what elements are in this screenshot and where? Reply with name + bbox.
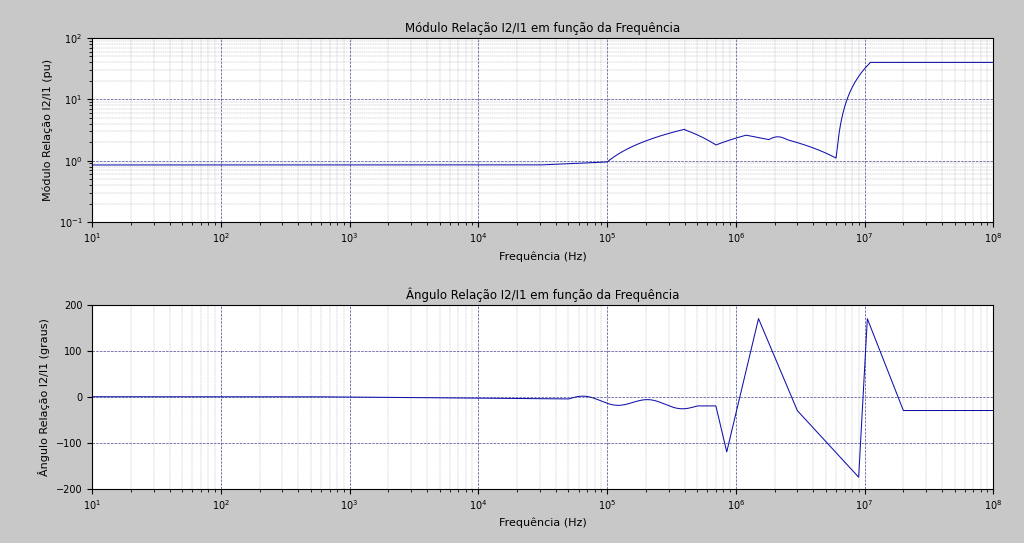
X-axis label: Frequência (Hz): Frequência (Hz) <box>499 518 587 528</box>
Y-axis label: Módulo Relação I2/I1 (pu): Módulo Relação I2/I1 (pu) <box>43 59 53 201</box>
Title: Módulo Relação I2/I1 em função da Frequência: Módulo Relação I2/I1 em função da Frequê… <box>406 22 680 35</box>
Y-axis label: Ângulo Relação I2/I1 (graus): Ângulo Relação I2/I1 (graus) <box>38 318 50 476</box>
Title: Ângulo Relação I2/I1 em função da Frequência: Ângulo Relação I2/I1 em função da Frequê… <box>407 288 679 302</box>
X-axis label: Frequência (Hz): Frequência (Hz) <box>499 251 587 262</box>
